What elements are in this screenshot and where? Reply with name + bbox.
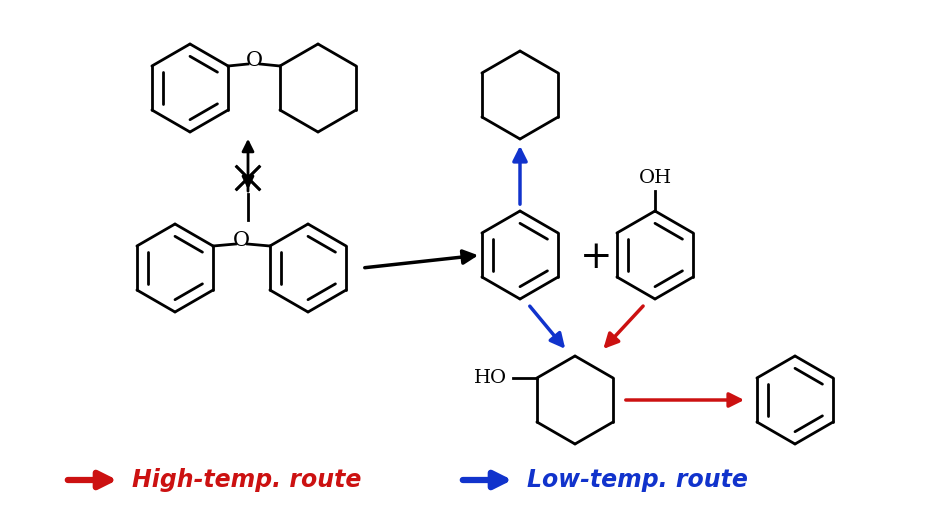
- Text: HO: HO: [473, 369, 506, 387]
- Text: +: +: [579, 240, 612, 277]
- Text: O: O: [245, 50, 262, 69]
- Text: High-temp. route: High-temp. route: [132, 468, 361, 492]
- Text: OH: OH: [638, 169, 671, 187]
- Text: O: O: [233, 230, 250, 249]
- Text: Low-temp. route: Low-temp. route: [527, 468, 747, 492]
